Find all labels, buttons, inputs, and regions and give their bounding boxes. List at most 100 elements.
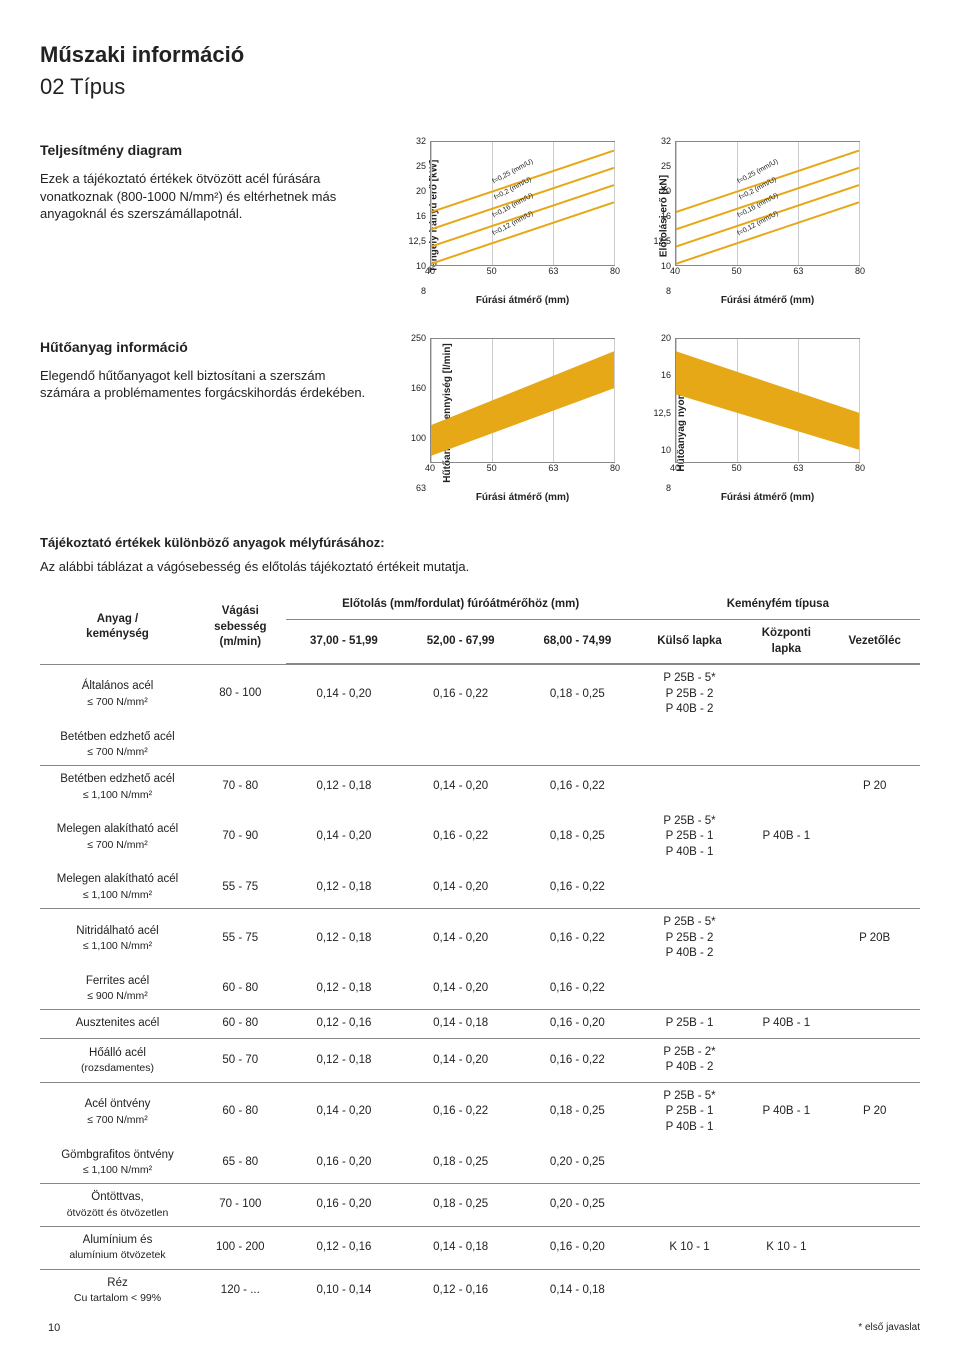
table-cell: P 20B [829,909,920,968]
table-cell: 0,12 - 0,18 [286,766,403,808]
table-cell: 0,12 - 0,18 [286,909,403,968]
table-cell: 0,10 - 0,14 [286,1269,403,1311]
table-cell: 0,12 - 0,16 [402,1269,519,1311]
chart-thrust: Előtolási erő [kN]f=0,25 (mm/U)f=0,2 (mm… [645,141,860,308]
table-cell: P 25B - 5* P 25B - 1 P 40B - 1 [636,808,744,867]
table-cell: 0,16 - 0,22 [519,1038,636,1082]
chart-pressure: Hűtőanyag nyomás [bar]81012,516204050638… [645,338,860,505]
table-cell: 0,14 - 0,20 [402,1038,519,1082]
chart-flow: Hűtőanyag mennyiség [l/min]6310016025040… [400,338,615,505]
table-cell: 70 - 100 [195,1184,286,1227]
table-cell [743,1142,829,1184]
table-cell: K 10 - 1 [743,1226,829,1269]
table-cell: 0,16 - 0,20 [519,1010,636,1039]
chart-power: Tengely irányú erő [kW]f=0,25 (mm/U)f=0,… [400,141,615,308]
table-row: Nitridálható acél≤ 1,100 N/mm²55 - 750,1… [40,909,920,968]
table-row: Hőálló acél(rozsdamentes)50 - 700,12 - 0… [40,1038,920,1082]
table-cell: 0,16 - 0,22 [402,808,519,867]
table-cell: 100 - 200 [195,1226,286,1269]
coolant-body: Elegendő hűtőanyagot kell biztosítani a … [40,367,370,402]
table-cell [829,968,920,1010]
table-cell: 0,12 - 0,18 [286,866,403,908]
table-cell: 0,14 - 0,20 [286,808,403,867]
table-cell: P 25B - 1 [636,1010,744,1039]
coolant-row: Hűtőanyag információ Elegendő hűtőanyago… [40,338,920,505]
table-cell [743,968,829,1010]
th-center: Központi lapka [743,619,829,664]
table-cell: 65 - 80 [195,1142,286,1184]
table-cell: 0,12 - 0,16 [286,1010,403,1039]
table-cell: 0,12 - 0,18 [286,1038,403,1082]
perf-heading: Teljesítmény diagram [40,141,370,160]
table-cell [829,1269,920,1311]
table-row: Melegen alakítható acél≤ 700 N/mm²70 - 9… [40,808,920,867]
table-cell: 0,20 - 0,25 [519,1184,636,1227]
table-cell: 0,14 - 0,20 [402,866,519,908]
table-cell: 0,12 - 0,16 [286,1226,403,1269]
table-cell: P 20 [829,1082,920,1141]
table-cell [636,724,744,766]
table-cell: 60 - 80 [195,1082,286,1141]
table-cell [636,968,744,1010]
table-cell: 0,14 - 0,20 [402,909,519,968]
table-cell [829,664,920,724]
table-cell: 0,16 - 0,22 [519,866,636,908]
th-material: Anyag / keménység [40,591,195,664]
table-cell: 0,14 - 0,20 [402,968,519,1010]
table-cell [743,1184,829,1227]
table-cell: 0,12 - 0,18 [286,968,403,1010]
table-cell: 0,18 - 0,25 [402,1142,519,1184]
table-cell: 0,18 - 0,25 [519,1082,636,1141]
table-cell [743,724,829,766]
th-feed-group: Előtolás (mm/fordulat) fúróátmérőhöz (mm… [286,591,636,619]
table-cell [636,1269,744,1311]
page-subtitle: 02 Típus [40,72,920,102]
table-row: Acél öntvény≤ 700 N/mm²60 - 800,14 - 0,2… [40,1082,920,1141]
table-row: Öntöttvas,ötvözött és ötvözetlen70 - 100… [40,1184,920,1227]
table-cell [743,1038,829,1082]
table-cell [286,724,403,766]
table-intro-body: Az alábbi táblázat a vágósebesség és elő… [40,558,920,576]
table-intro-heading: Tájékoztató értékek különböző anyagok mé… [40,534,920,552]
table-cell [636,866,744,908]
table-cell: 60 - 80 [195,968,286,1010]
table-cell: P 25B - 5* P 25B - 1 P 40B - 1 [636,1082,744,1141]
table-cell: 0,16 - 0,20 [286,1142,403,1184]
performance-row: Teljesítmény diagram Ezek a tájékoztató … [40,141,920,308]
table-cell [829,1038,920,1082]
table-cell: 60 - 80 [195,1010,286,1039]
table-cell: 0,20 - 0,25 [519,1142,636,1184]
table-cell: 50 - 70 [195,1038,286,1082]
footnote: * első javaslat [40,1321,920,1335]
materials-table: Anyag / keménység Vágási sebesség (m/min… [40,591,920,1311]
table-cell: K 10 - 1 [636,1226,744,1269]
table-cell [636,1142,744,1184]
table-cell: 55 - 75 [195,909,286,968]
table-cell: 0,14 - 0,18 [402,1010,519,1039]
table-cell: 0,16 - 0,22 [402,1082,519,1141]
table-cell [519,724,636,766]
table-row: Ausztenites acél60 - 800,12 - 0,160,14 -… [40,1010,920,1039]
table-cell [636,766,744,808]
table-cell [743,866,829,908]
table-cell: 0,18 - 0,25 [402,1184,519,1227]
table-row: Betétben edzhető acél≤ 700 N/mm² [40,724,920,766]
table-cell [195,724,286,766]
table-cell: 0,16 - 0,20 [286,1184,403,1227]
table-cell [829,1226,920,1269]
table-cell [829,1142,920,1184]
table-cell: P 40B - 1 [743,808,829,867]
table-cell: 0,16 - 0,22 [519,968,636,1010]
th-speed: Vágási sebesség (m/min) [195,591,286,664]
table-cell [743,1269,829,1311]
table-cell [829,866,920,908]
th-insert-group: Keményfém típusa [636,591,920,619]
table-row: Ferrites acél≤ 900 N/mm²60 - 800,12 - 0,… [40,968,920,1010]
table-cell: 120 - ... [195,1269,286,1311]
table-cell: 0,16 - 0,22 [519,909,636,968]
th-feed-0: 37,00 - 51,99 [286,619,403,664]
table-cell [829,1184,920,1227]
table-cell: 0,16 - 0,22 [519,766,636,808]
table-cell: 0,14 - 0,20 [286,1082,403,1141]
table-row: Általános acél≤ 700 N/mm²80 - 1000,14 - … [40,664,920,724]
